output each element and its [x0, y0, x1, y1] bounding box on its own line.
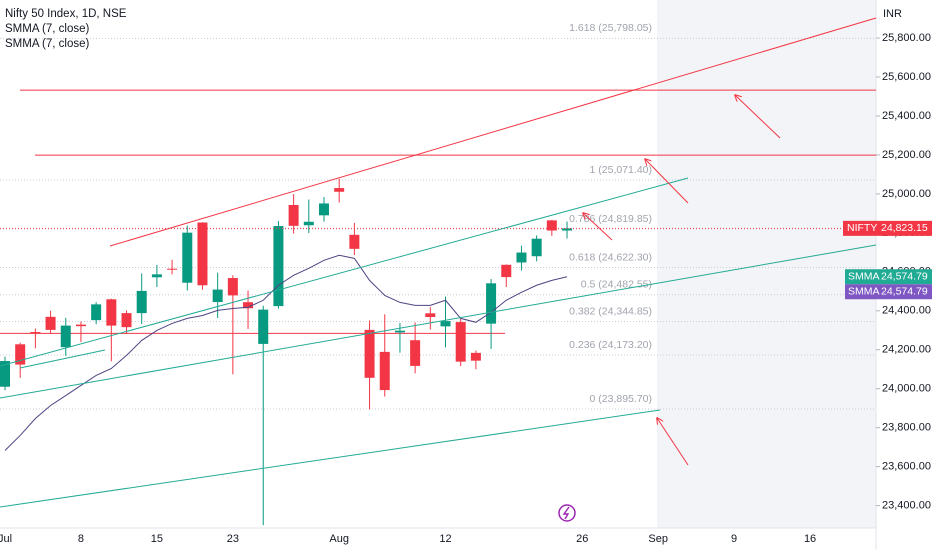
candle-body — [425, 313, 436, 318]
smma-tag-bg — [845, 284, 932, 300]
x-tick-label: 12 — [439, 533, 451, 545]
candle-body — [91, 304, 102, 321]
legend-entry: SMMA (7, close) — [5, 23, 90, 35]
x-tick-label: 9 — [731, 533, 737, 545]
smma-tag-name: SMMA — [848, 271, 880, 283]
fib-label: 0.786 (24,819.85) — [569, 213, 652, 225]
x-tick-label: 26 — [576, 533, 588, 545]
trend-line — [19, 349, 106, 369]
y-tick-label: 25,400.00 — [882, 110, 931, 122]
y-tick-label: 25,600.00 — [882, 71, 931, 83]
candle-body — [562, 228, 573, 231]
fib-label: 0.382 (24,344.85) — [569, 305, 652, 317]
smma-tag-bg — [845, 269, 932, 285]
candle-body — [30, 332, 41, 334]
y-tick-label: 23,600.00 — [882, 461, 931, 473]
candle-body — [136, 290, 147, 314]
candle-body — [273, 226, 284, 307]
y-tick-label: 25,800.00 — [882, 32, 931, 44]
candle-body — [501, 264, 512, 278]
legend-entry: SMMA (7, close) — [5, 38, 90, 50]
candle-body — [318, 203, 329, 216]
y-tick-label: 23,800.00 — [882, 422, 931, 434]
y-tick-label: 25,000.00 — [882, 188, 931, 200]
x-tick-label: 8 — [78, 533, 84, 545]
candle-body — [121, 313, 132, 328]
smma-tag-value: 24,574.79 — [881, 286, 928, 298]
candle-body — [167, 268, 178, 270]
candle-body — [243, 302, 254, 309]
candle-body — [440, 321, 451, 327]
trend-line — [0, 244, 877, 399]
drawings — [0, 17, 877, 508]
currency-label[interactable]: INR — [883, 8, 902, 20]
chart-title: Nifty 50 Index, 1D, NSE — [5, 8, 127, 20]
plot: 1.618 (25,798.05) 1 (25,071.40) 0.786 (24,… — [0, 22, 876, 526]
y-tick-label: 24,000.00 — [882, 383, 931, 395]
fib-label: 1 (25,071.40) — [590, 164, 652, 176]
arrow — [583, 213, 613, 241]
trend-line — [0, 409, 661, 508]
candle-body — [15, 344, 26, 365]
price-tag-value: 24,823.15 — [881, 222, 928, 234]
fib-label: 0.618 (24,622.30) — [569, 251, 652, 263]
candle-body — [531, 238, 542, 257]
candle-body — [227, 278, 238, 296]
x-tick-label: 15 — [151, 533, 163, 545]
candle-body — [516, 252, 527, 263]
x-tick-label: Sep — [648, 533, 668, 545]
trend-line — [109, 17, 877, 247]
price-tag-name: NIFTY — [847, 222, 877, 234]
candle-body — [212, 289, 223, 303]
fib-label: 0 (23,895.70) — [590, 393, 652, 405]
smma-line — [4, 254, 568, 451]
candle-body — [0, 361, 10, 387]
candle-body — [379, 351, 390, 391]
arrow — [657, 418, 689, 466]
x-tick-label: 16 — [804, 533, 816, 545]
candle-body — [288, 205, 299, 226]
fib-label: 0.236 (24,173.20) — [569, 339, 652, 351]
candle-body — [75, 324, 86, 327]
y-tick-label: 23,400.00 — [882, 500, 931, 512]
candle-body — [455, 322, 466, 362]
candle-body — [45, 316, 56, 330]
smma-tag-value: 24,574.79 — [881, 271, 928, 283]
candle-body — [394, 330, 405, 333]
arrow — [735, 95, 781, 139]
candle-body — [60, 325, 71, 348]
price-tag-bg — [843, 220, 932, 236]
fib-label: 1.618 (25,798.05) — [569, 22, 652, 34]
candle-body — [486, 283, 497, 324]
arrow — [645, 159, 689, 204]
candle-body — [151, 274, 162, 278]
smma-tag-name: SMMA — [848, 286, 880, 298]
trend-line — [0, 177, 689, 367]
x-tick-label: Aug — [329, 533, 349, 545]
candle-body — [364, 329, 375, 378]
fib-label: 0.5 (24,482.55) — [581, 278, 652, 290]
candle-body — [197, 222, 208, 286]
candle-body — [546, 220, 557, 231]
x-tick-label: Jul — [0, 533, 12, 545]
candle-body — [303, 221, 314, 226]
candle-body — [410, 340, 421, 366]
candle-body — [258, 309, 269, 344]
x-tick-label: 23 — [227, 533, 239, 545]
candle-body — [334, 188, 345, 192]
y-tick-label: 24,400.00 — [882, 305, 931, 317]
y-tick-label: 25,200.00 — [882, 149, 931, 161]
candle-body — [182, 232, 193, 283]
y-tick-label: 24,200.00 — [882, 344, 931, 356]
candle-body — [470, 352, 481, 361]
event-icon[interactable] — [558, 504, 576, 522]
candle-body — [106, 299, 117, 326]
candle-body — [349, 234, 360, 249]
